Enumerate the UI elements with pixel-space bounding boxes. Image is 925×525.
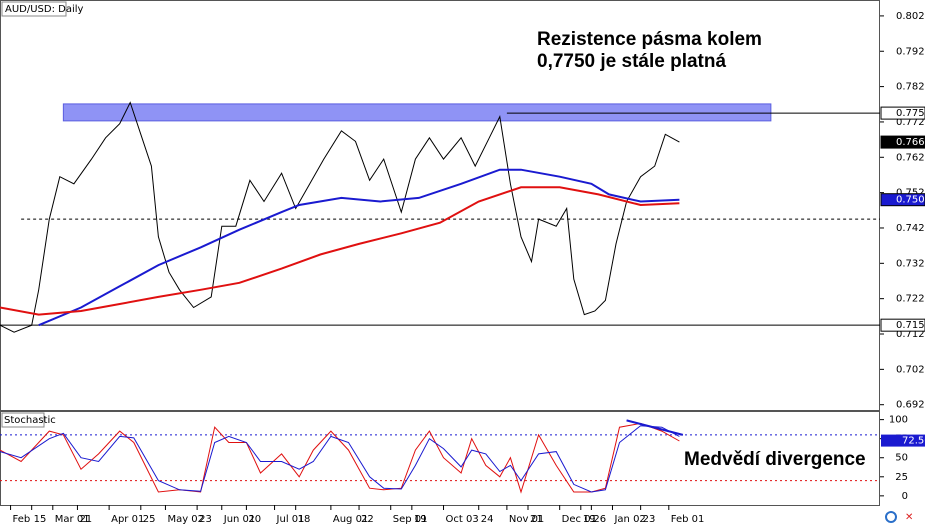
resistance-band xyxy=(62,103,772,122)
x-tick-label: Feb xyxy=(13,514,31,525)
series-line xyxy=(38,168,680,327)
x-tick-label: Dec 01 xyxy=(562,514,597,525)
x-tick-label: 22 xyxy=(361,514,374,525)
stochastic-title: Stochastic xyxy=(4,415,56,426)
x-tick-label: Feb 01 xyxy=(671,514,705,525)
stoch-y-tick-label: 0 xyxy=(902,491,908,502)
stoch-line xyxy=(0,422,680,494)
stochastic-title-box xyxy=(1,412,45,428)
stoch-badge xyxy=(881,434,925,447)
price-badge-label: 0.7668 xyxy=(896,137,925,148)
x-tick-label: 24 xyxy=(481,514,494,525)
y-tick-label: 0.7525 xyxy=(896,188,925,199)
chart-title: AUD/USD: Daily xyxy=(5,4,84,15)
price-badge-label: 0.7750 xyxy=(896,108,925,119)
y-tick-label: 0.7725 xyxy=(896,117,925,128)
series-line xyxy=(0,186,680,316)
stoch-y-tick-label: 25 xyxy=(895,472,908,483)
stoch-badge-label: 72.50 xyxy=(902,436,925,447)
stochastic-frame xyxy=(0,411,880,506)
y-tick-label: 0.7325 xyxy=(896,258,925,269)
y-tick-label: 0.7425 xyxy=(896,223,925,234)
price-badge xyxy=(880,135,925,149)
x-tick-label: 20 xyxy=(248,514,261,525)
link-icon[interactable] xyxy=(885,511,897,523)
x-tick-label: Mar 01 xyxy=(55,514,90,525)
annotation: 0,7750 je stále platná xyxy=(537,51,726,72)
x-tick-label: 23 xyxy=(643,514,656,525)
price-badge xyxy=(880,318,925,332)
title-box xyxy=(1,1,67,17)
y-tick-label: 0.7925 xyxy=(896,46,925,57)
x-tick-label: 21 xyxy=(79,514,92,525)
close-icon[interactable]: ✕ xyxy=(905,512,913,523)
x-tick-label: Oct 03 xyxy=(446,514,479,525)
y-tick-label: 0.8025 xyxy=(896,11,925,22)
x-tick-label: 25 xyxy=(143,514,156,525)
stochastic-annotation: Medvědí divergence xyxy=(684,449,866,470)
series-line xyxy=(0,101,680,333)
x-tick-label: 18 xyxy=(298,514,311,525)
x-tick-label: Apr 01 xyxy=(111,514,144,525)
x-tick-label: 15 xyxy=(34,514,47,525)
x-tick-label: Jul 01 xyxy=(276,514,305,525)
y-tick-label: 0.7125 xyxy=(896,329,925,340)
y-tick-label: 0.7625 xyxy=(896,152,925,163)
x-tick-label: 19 xyxy=(414,514,427,525)
main-frame xyxy=(0,0,880,411)
price-badge xyxy=(880,193,925,207)
price-badge xyxy=(880,106,925,120)
x-tick-label: Aug 01 xyxy=(333,514,368,525)
x-tick-label: 19 xyxy=(583,514,596,525)
price-badge-label: 0.7505 xyxy=(896,195,925,206)
annotation: Rezistence pásma kolem xyxy=(537,29,762,50)
y-tick-label: 0.6925 xyxy=(896,400,925,411)
x-tick-label: 21 xyxy=(530,514,543,525)
x-tick-label: Sep 01 xyxy=(393,514,428,525)
y-tick-label: 0.7825 xyxy=(896,82,925,93)
stoch-y-tick-label: 50 xyxy=(895,453,908,464)
x-tick-label: 26 xyxy=(593,514,606,525)
x-tick-label: Jun 01 xyxy=(223,514,256,525)
x-tick-label: Jan 02 xyxy=(613,514,645,525)
y-tick-label: 0.7225 xyxy=(896,294,925,305)
x-tick-label: Nov 01 xyxy=(509,514,544,525)
stoch-y-tick-label: 100 xyxy=(889,415,908,426)
stoch-line xyxy=(0,425,680,493)
price-badge-label: 0.7150 xyxy=(896,320,925,331)
x-tick-label: May 02 xyxy=(167,514,204,525)
divergence-line xyxy=(626,419,684,436)
x-tick-label: 23 xyxy=(199,514,212,525)
y-tick-label: 0.7025 xyxy=(896,364,925,375)
